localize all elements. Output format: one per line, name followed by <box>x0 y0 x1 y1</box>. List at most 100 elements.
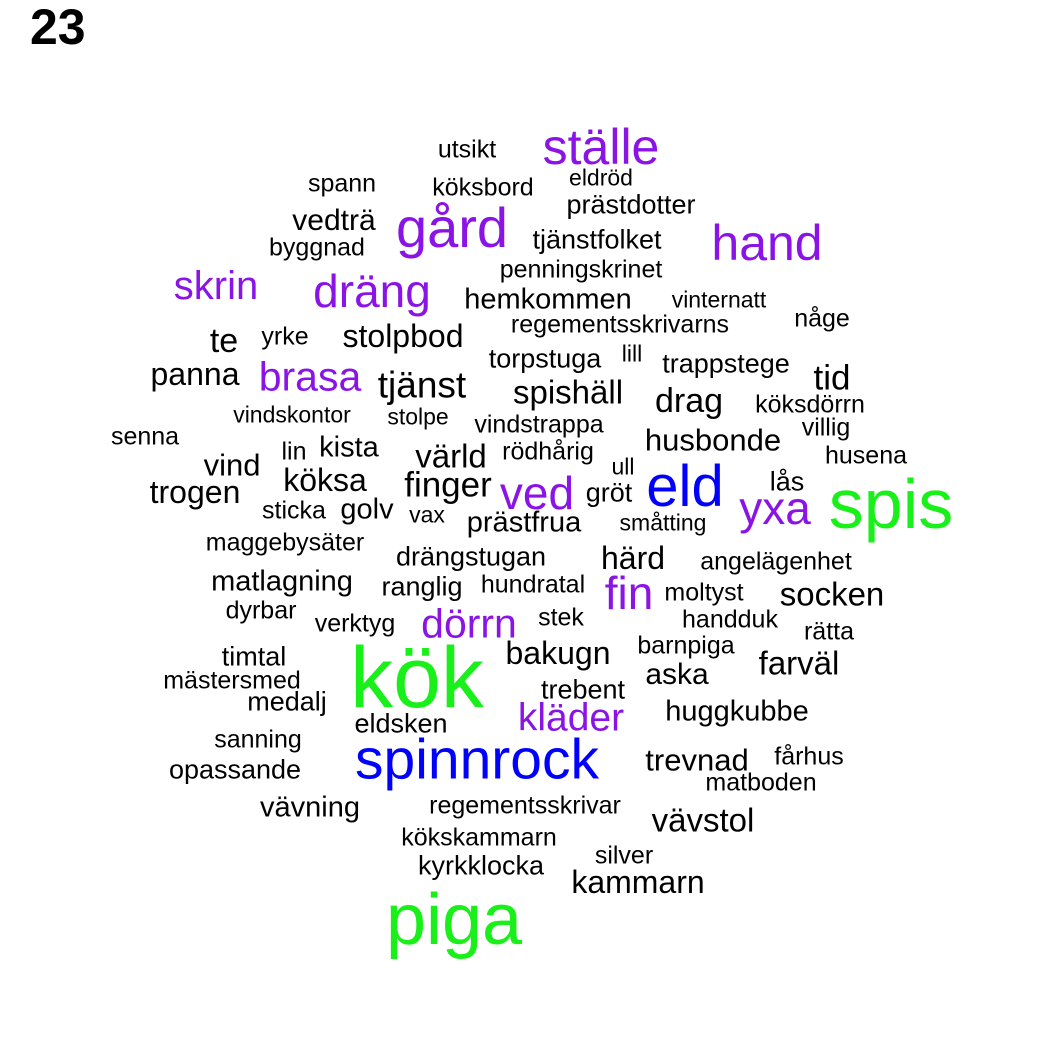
word-kista: kista <box>319 431 379 464</box>
word-yxa: yxa <box>739 482 811 534</box>
word-silver: silver <box>594 841 654 870</box>
word-husbonde: husbonde <box>644 422 782 458</box>
word-vavstol: vävstol <box>651 801 755 839</box>
word-skrin: skrin <box>173 264 259 308</box>
word-sticka: sticka <box>262 496 326 525</box>
word-prastfrua: prästfrua <box>466 506 582 539</box>
word-lin: lin <box>281 437 307 466</box>
word-eld: eld <box>646 454 724 519</box>
word-dyrbar: dyrbar <box>225 596 297 625</box>
word-byggnad: byggnad <box>269 233 365 262</box>
word-socken: socken <box>779 575 885 613</box>
word-vedtra: vedträ <box>292 204 376 237</box>
word-regementsskrivar: regementsskrivar <box>429 791 621 820</box>
word-farhus: fårhus <box>774 742 844 771</box>
word-huggkubbe: huggkubbe <box>665 695 809 728</box>
word-drang: dräng <box>313 265 431 317</box>
word-ranglig: ranglig <box>381 571 463 602</box>
word-spishall: spishäll <box>512 373 624 411</box>
word-trappstege: trappstege <box>662 348 790 379</box>
word-lill: lill <box>621 340 643 367</box>
word-vinternatt: vinternatt <box>671 286 767 313</box>
word-grot: gröt <box>585 477 633 508</box>
word-ull: ull <box>611 453 635 480</box>
word-yrke: yrke <box>261 322 309 351</box>
word-moltyst: moltyst <box>664 578 744 607</box>
word-villig: villig <box>801 413 851 442</box>
word-golv: golv <box>340 493 394 526</box>
word-spinnrock: spinnrock <box>355 727 599 792</box>
word-stolpbod: stolpbod <box>342 318 464 354</box>
word-kok: kök <box>350 630 484 726</box>
word-kammarn: kammarn <box>571 864 705 900</box>
word-panna: panna <box>150 356 240 392</box>
word-vind: vind <box>203 447 261 483</box>
word-trevnad: trevnad <box>645 742 749 778</box>
word-dorrn: dörrn <box>421 600 517 647</box>
word-vax: vax <box>409 501 445 528</box>
word-varld: värld <box>415 437 487 475</box>
word-torpstuga: torpstuga <box>488 343 602 374</box>
word-smatting: småtting <box>619 509 707 536</box>
word-matlagning: matlagning <box>211 565 353 598</box>
word-drag: drag <box>654 382 724 420</box>
word-tid: tid <box>813 358 851 398</box>
word-penningskrinet: penningskrinet <box>499 255 663 284</box>
word-piga: piga <box>385 880 523 960</box>
word-eldrod: eldröd <box>569 164 633 191</box>
word-stek: stek <box>538 603 584 632</box>
word-spann: spann <box>307 169 377 198</box>
word-ratta: rätta <box>803 617 855 646</box>
word-drangstugan: drängstugan <box>395 541 547 572</box>
word-tjanstfolket: tjänstfolket <box>532 224 662 255</box>
word-senna: senna <box>110 422 180 451</box>
word-sanning: sanning <box>214 725 302 754</box>
word-matboden: matboden <box>705 768 817 797</box>
word-las: lås <box>769 466 805 497</box>
word-gard: gård <box>395 196 509 259</box>
word-aska: aska <box>645 658 709 691</box>
word-klader: kläder <box>517 696 625 740</box>
word-eldsken: eldsken <box>354 708 448 739</box>
word-fin: fin <box>604 567 654 619</box>
word-trogen: trogen <box>149 474 241 510</box>
word-handduk: handduk <box>682 605 778 634</box>
word-vindskontor: vindskontor <box>233 401 351 428</box>
word-husena: husena <box>824 441 908 470</box>
word-timtal: timtal <box>221 641 287 672</box>
word-farval: farväl <box>758 644 840 682</box>
word-mastersmed: mästersmed <box>163 666 301 695</box>
word-koksbord: köksbord <box>432 173 534 202</box>
word-kyrkklocka: kyrkklocka <box>417 850 545 881</box>
word-barnpiga: barnpiga <box>637 631 735 660</box>
page-number: 23 <box>30 0 86 55</box>
word-hand: hand <box>711 215 823 271</box>
word-hemkommen: hemkommen <box>464 283 632 316</box>
word-utsikt: utsikt <box>437 135 497 164</box>
word-medalj: medalj <box>247 686 327 717</box>
word-prastdotter: prästdotter <box>566 189 696 220</box>
word-angelagenhet: angelägenhet <box>700 547 852 576</box>
word-hundratal: hundratal <box>480 570 586 599</box>
word-tjanst: tjänst <box>377 364 467 406</box>
word-finger: finger <box>404 465 492 505</box>
word-trebent: trebent <box>540 674 626 705</box>
word-verktyg: verktyg <box>314 609 396 638</box>
word-maggebysater: maggebysäter <box>205 528 365 557</box>
word-stalle: ställe <box>542 119 660 175</box>
word-bakugn: bakugn <box>505 635 611 671</box>
word-ved: ved <box>499 467 575 519</box>
word-regementsskrivarns: regementsskrivarns <box>510 310 730 339</box>
word-te: te <box>209 322 239 360</box>
word-koksa: köksa <box>283 462 367 498</box>
word-rodharig: rödhårig <box>502 437 594 466</box>
word-stolpe: stolpe <box>387 403 449 430</box>
word-spis: spis <box>828 465 954 543</box>
word-koksdorrn: köksdörrn <box>755 390 865 419</box>
word-brasa: brasa <box>258 353 362 400</box>
word-kokskammarn: kökskammarn <box>401 823 557 852</box>
word-hard: härd <box>600 540 666 576</box>
word-nage: någe <box>794 304 850 333</box>
word-vavning: vävning <box>260 791 360 824</box>
